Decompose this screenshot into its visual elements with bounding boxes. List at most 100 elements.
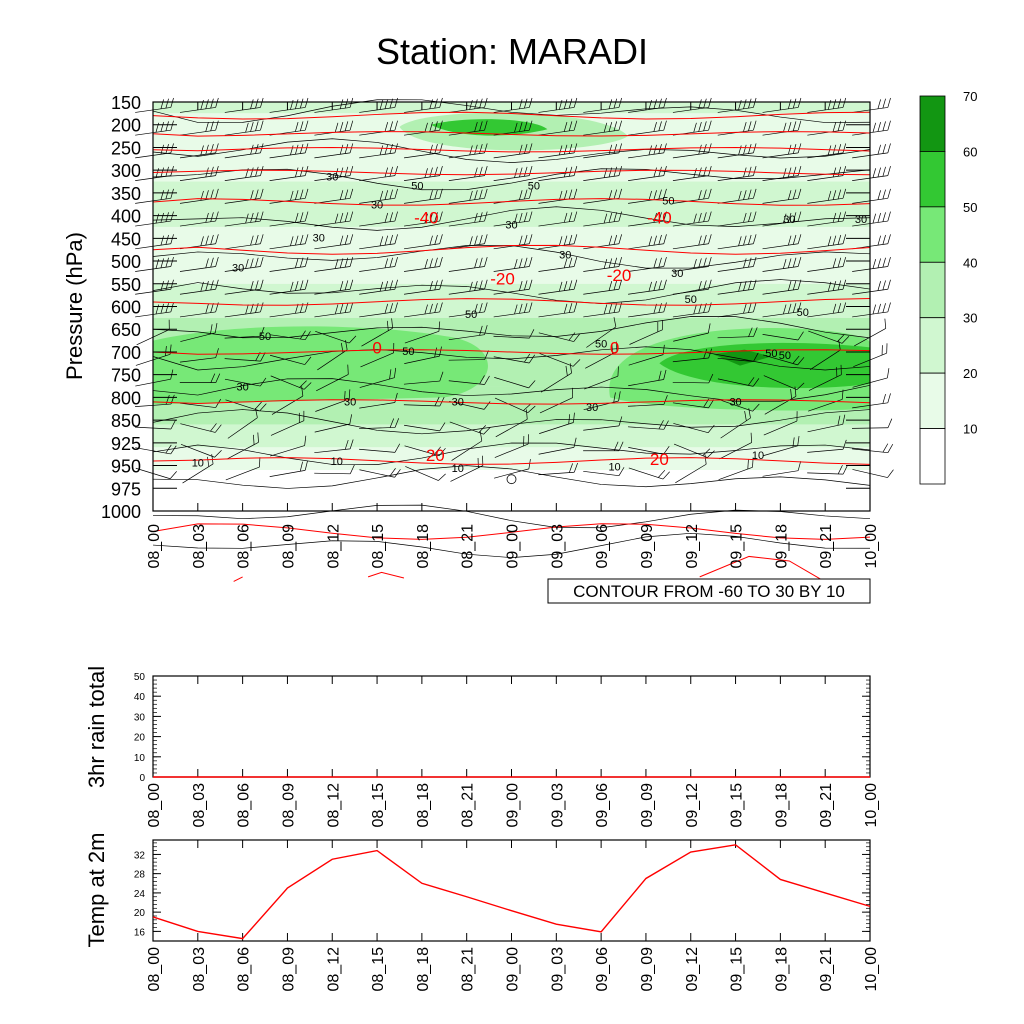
- wind-barb: [675, 454, 707, 484]
- shaded-contour-label: 50: [528, 181, 540, 193]
- shaded-contour-label: 50: [779, 350, 791, 362]
- shaded-contour-label: 30: [586, 402, 598, 414]
- temp-ticks: 16 20 24 28 32 08_00 08_03 08_06 08_09 08_12 08_15…: [134, 840, 880, 992]
- wind-barb: [809, 340, 841, 370]
- x-tick-label: 08_00: [146, 947, 163, 992]
- wind-barb: [762, 302, 802, 318]
- wind-barb: [538, 332, 581, 342]
- time-tick-label: 09_12: [684, 524, 701, 569]
- y-tick-label: 16: [134, 927, 146, 938]
- x-tick-label: 08_18: [415, 783, 432, 828]
- time-tick-label: 09_18: [773, 524, 790, 569]
- x-tick-label: 09_12: [684, 947, 701, 992]
- pressure-tick-label: 250: [111, 138, 141, 158]
- time-tick-label: 09_21: [818, 524, 835, 569]
- colorbar-label: 60: [963, 144, 977, 159]
- temp-series-line: [152, 844, 871, 940]
- figure-title: Station: MARADI: [376, 31, 648, 72]
- wind-barb: [629, 320, 663, 345]
- wind-barb: [359, 418, 400, 430]
- wind-barb: [538, 279, 578, 295]
- wind-barb: [672, 256, 712, 272]
- wind-barb: [538, 234, 578, 250]
- pressure-tick-label: 650: [111, 320, 141, 340]
- wind-barb: [583, 234, 622, 250]
- rain-axis-label: 3hr rain total: [84, 666, 109, 788]
- wind-barb: [314, 188, 354, 204]
- aej-west: [153, 326, 488, 405]
- wind-barb: [807, 256, 847, 272]
- time-tick-label: 10_00: [863, 524, 880, 569]
- x-tick-label: 09_00: [505, 783, 522, 828]
- isotherm-line: [152, 146, 871, 153]
- wind-barb: [224, 120, 264, 136]
- x-tick-label: 08_06: [236, 783, 253, 828]
- wind-barb: [720, 408, 751, 439]
- wind-barb: [627, 420, 669, 430]
- x-tick-label: 09_06: [594, 947, 611, 992]
- x-tick-label: 08_18: [415, 947, 432, 992]
- wind-barb: [628, 188, 667, 204]
- wind-barb: [359, 443, 401, 453]
- wind-barb: [583, 256, 622, 272]
- wind-barb: [314, 211, 354, 227]
- contour-line: [152, 465, 871, 489]
- y-tick-label: 32: [134, 850, 146, 861]
- x-tick-label: 09_09: [639, 783, 656, 828]
- wind-barb: [315, 389, 351, 412]
- wind-barb: [717, 188, 757, 204]
- wind-barb: [539, 353, 581, 367]
- contour-line: [152, 206, 871, 231]
- wind-barb: [269, 279, 309, 295]
- wind-barb: [672, 279, 712, 295]
- wind-barb: [314, 234, 354, 250]
- wind-barb: [493, 256, 533, 272]
- wind-barb: [269, 256, 309, 272]
- wind-barb: [224, 143, 264, 159]
- wind-barb: [493, 166, 533, 181]
- wind-barb: [316, 364, 349, 392]
- wind-barb: [314, 439, 354, 454]
- colorbar-box: [919, 261, 946, 319]
- wind-barb: [314, 279, 354, 295]
- wind-barb: [672, 188, 712, 204]
- colorbar-box: [919, 206, 946, 263]
- wind-barb: [359, 166, 398, 181]
- contour-line: [152, 316, 871, 339]
- wind-barb: [673, 443, 715, 458]
- wind-barb: [180, 323, 218, 342]
- wind-barb: [628, 369, 667, 387]
- shaded-contour-label: 50: [402, 346, 414, 358]
- wind-barb: [270, 410, 305, 436]
- shaded-contour-label: 30: [671, 268, 683, 280]
- wind-barb: [538, 211, 578, 227]
- wind-barb: [269, 211, 309, 227]
- wind-barb: [224, 211, 264, 227]
- wind-barb: [404, 234, 443, 250]
- wind-barb: [583, 467, 625, 477]
- wind-barb: [448, 188, 488, 204]
- shaded-contour-label: 30: [729, 396, 741, 408]
- wind-barb: [404, 279, 443, 295]
- x-tick-label: 09_21: [818, 783, 835, 828]
- wind-barb: [271, 386, 304, 415]
- shaded-contour-label: 50: [765, 348, 777, 360]
- wind-barb: [359, 302, 398, 318]
- wind-barb: [448, 302, 488, 318]
- shaded-contour-label: 50: [465, 309, 477, 321]
- x-tick-label: 08_03: [191, 783, 208, 828]
- wind-barb: [673, 423, 715, 434]
- shaded-contour-label: 30: [452, 396, 464, 408]
- colorbar-box: [919, 372, 946, 429]
- pressure-tick-label: 350: [111, 184, 141, 204]
- info-label-box: [547, 578, 871, 604]
- wind-barb: [673, 323, 711, 342]
- time-tick-label: 08_12: [325, 524, 342, 569]
- wind-barb: [539, 412, 575, 434]
- shaded-contour-label: 30: [855, 214, 867, 226]
- wind-barb: [540, 363, 572, 393]
- pressure-tick-label: 925: [111, 434, 141, 454]
- wind-barb: [494, 377, 536, 389]
- wind-barb: [448, 375, 490, 385]
- pressure-tick-label: 750: [111, 366, 141, 386]
